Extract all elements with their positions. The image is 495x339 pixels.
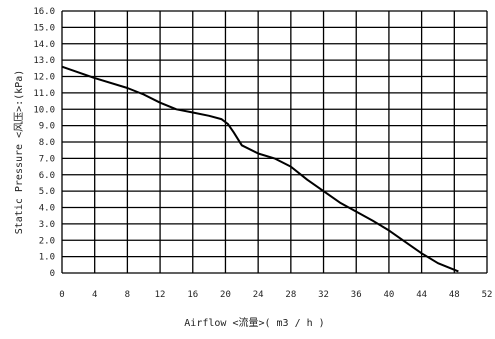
x-tick-label: 8 (125, 290, 130, 300)
x-tick-label: 44 (416, 290, 427, 300)
y-tick-label: 16.0 (33, 7, 55, 17)
x-tick-label: 32 (318, 290, 329, 300)
y-tick-label: 5.0 (39, 187, 55, 197)
y-tick-label: 13.0 (33, 56, 55, 66)
y-tick-label: 3.0 (39, 220, 55, 230)
y-tick-label: 7.0 (39, 154, 55, 164)
y-tick-label: 10.0 (33, 105, 55, 115)
x-tick-label: 28 (285, 290, 296, 300)
x-tick-label: 40 (384, 290, 395, 300)
tick-labels: 0 4 8 12 16 20 24 28 32 36 40 44 48 5201.02.03.04.05.… (33, 7, 492, 300)
x-tick-label: 48 (449, 290, 460, 300)
series-line (61, 65, 459, 273)
x-tick-label: 36 (351, 290, 362, 300)
x-tick-label: 24 (253, 290, 264, 300)
axis-titles: Airflow <流量>( m3 / h ) Static Pressure <… (13, 70, 325, 329)
y-tick-label: 14.0 (33, 40, 55, 50)
x-tick-label: 12 (155, 290, 166, 300)
grid (61, 10, 488, 274)
y-tick-label: 2.0 (39, 236, 55, 246)
y-tick-label: 8.0 (39, 138, 55, 148)
y-tick-label: 11.0 (33, 89, 55, 99)
x-tick-label: 16 (187, 290, 198, 300)
x-tick-label: 4 (92, 290, 97, 300)
x-tick-label: 52 (482, 290, 493, 300)
x-tick-label: 20 (220, 290, 231, 300)
y-axis-title: Static Pressure <风压>:(kPa) (13, 70, 25, 235)
y-tick-label: 6.0 (39, 171, 55, 181)
y-tick-label: 15.0 (33, 23, 55, 33)
y-tick-label: 0 (50, 269, 55, 279)
series-layer (61, 65, 459, 273)
y-tick-label: 9.0 (39, 122, 55, 132)
y-tick-label: 12.0 (33, 73, 55, 83)
x-tick-label: 0 (59, 290, 64, 300)
y-tick-label: 4.0 (39, 204, 55, 214)
y-tick-label: 1.0 (39, 253, 55, 263)
x-axis-title: Airflow <流量>( m3 / h ) (184, 316, 324, 329)
